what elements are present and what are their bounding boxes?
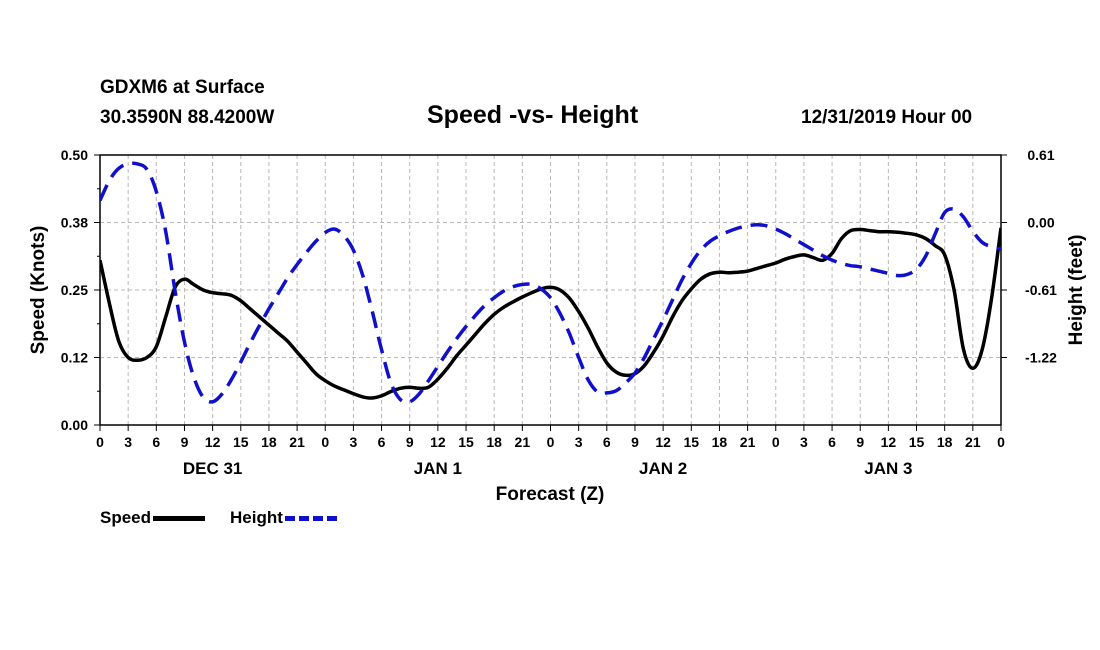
x-tick-label: 15 (683, 434, 699, 450)
x-tick-label: 21 (515, 434, 531, 450)
x-tick-label: 21 (740, 434, 756, 450)
left-tick-label: 0.25 (61, 282, 88, 298)
x-tick-label: 12 (881, 434, 897, 450)
x-tick-label: 12 (655, 434, 671, 450)
legend-height-swatch (284, 516, 337, 522)
right-tick-label: -0.61 (1025, 282, 1057, 298)
x-axis-title: Forecast (Z) (496, 484, 605, 505)
coordinates-label: 30.3590N 88.4200W (100, 107, 275, 128)
x-tick-label: 21 (289, 434, 305, 450)
x-tick-label: 0 (96, 434, 104, 450)
plot-frame (99, 154, 1002, 426)
x-tick-label: 18 (712, 434, 728, 450)
x-tick-label: 21 (965, 434, 981, 450)
x-tick-label: 0 (321, 434, 329, 450)
right-tick-label: 0.61 (1027, 147, 1054, 163)
x-tick-label: 3 (124, 434, 132, 450)
x-tick-label: 18 (486, 434, 502, 450)
legend-speed-label: Speed (100, 508, 152, 527)
x-tick-label: 9 (856, 434, 864, 450)
x-tick-label: 0 (547, 434, 555, 450)
station-label: GDXM6 at Surface (100, 77, 265, 98)
legend-height: Height (230, 508, 337, 528)
series-line-speed (100, 227, 1001, 400)
x-tick-label: 3 (350, 434, 358, 450)
x-tick-label: 6 (378, 434, 386, 450)
forecast-date-label: 12/31/2019 Hour 00 (801, 107, 973, 128)
right-axis-title: Height (feet) (1066, 235, 1087, 346)
x-tick-label: 0 (997, 434, 1005, 450)
x-tick-label: 15 (233, 434, 249, 450)
left-axis-title: Speed (Knots) (28, 226, 49, 355)
day-label: JAN 1 (414, 459, 462, 478)
x-tick-label: 9 (181, 434, 189, 450)
right-tick-label: 0.00 (1027, 215, 1054, 231)
x-tick-label: 15 (458, 434, 474, 450)
x-tick-label: 18 (937, 434, 953, 450)
x-tick-label: 0 (772, 434, 780, 450)
right-tick-label: -1.22 (1025, 350, 1057, 366)
x-tick-label: 6 (152, 434, 160, 450)
x-tick-label: 3 (800, 434, 808, 450)
chart-title: Speed -vs- Height (427, 101, 639, 129)
left-tick-label: 0.12 (61, 350, 88, 366)
x-tick-label: 18 (261, 434, 277, 450)
day-label: DEC 31 (183, 459, 243, 478)
legend-speed-swatch (153, 516, 206, 522)
left-tick-label: 0.38 (61, 215, 88, 231)
x-tick-label: 6 (603, 434, 611, 450)
x-tick-label: 15 (909, 434, 925, 450)
day-label: JAN 3 (864, 459, 912, 478)
left-tick-label: 0.00 (61, 417, 88, 433)
x-tick-label: 12 (205, 434, 221, 450)
series-line-height (100, 161, 1001, 405)
day-label: JAN 2 (639, 459, 687, 478)
x-tick-label: 3 (575, 434, 583, 450)
legend-speed: Speed (100, 508, 206, 528)
legend-height-label: Height (230, 508, 283, 527)
left-tick-label: 0.50 (61, 147, 88, 163)
x-tick-label: 9 (406, 434, 414, 450)
x-tick-label: 9 (631, 434, 639, 450)
x-tick-label: 6 (828, 434, 836, 450)
x-tick-label: 12 (430, 434, 446, 450)
